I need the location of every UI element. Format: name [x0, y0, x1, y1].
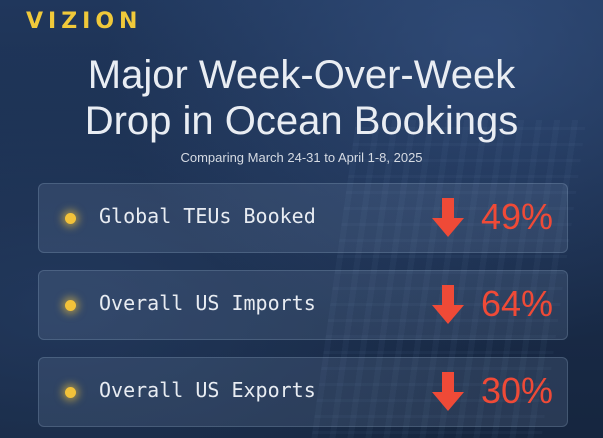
stat-label: Overall US Exports [99, 378, 316, 402]
stat-value: 64% [480, 283, 553, 324]
bullet-icon [65, 387, 76, 398]
stat-label: Global TEUs Booked [99, 204, 316, 228]
stat-value: 49% [480, 196, 553, 237]
stat-card-us-exports: Overall US Exports 30% [38, 357, 568, 427]
stat-label: Overall US Imports [99, 291, 316, 315]
bullet-icon [65, 300, 76, 311]
stat-card-global-teus: Global TEUs Booked 49% [38, 183, 568, 253]
page-subtitle: Comparing March 24-31 to April 1-8, 2025 [180, 150, 423, 165]
down-arrow-icon [432, 198, 464, 237]
page-title-line-2: Drop in Ocean Bookings [84, 99, 519, 143]
page-title-line-1: Major Week-Over-Week [87, 53, 516, 97]
stat-card-us-imports: Overall US Imports 64% [38, 270, 568, 340]
brand-logo: VIZION [26, 9, 143, 34]
stat-value: 30% [480, 370, 553, 411]
bullet-icon [65, 213, 76, 224]
down-arrow-icon [432, 285, 464, 324]
down-arrow-icon [432, 372, 464, 411]
